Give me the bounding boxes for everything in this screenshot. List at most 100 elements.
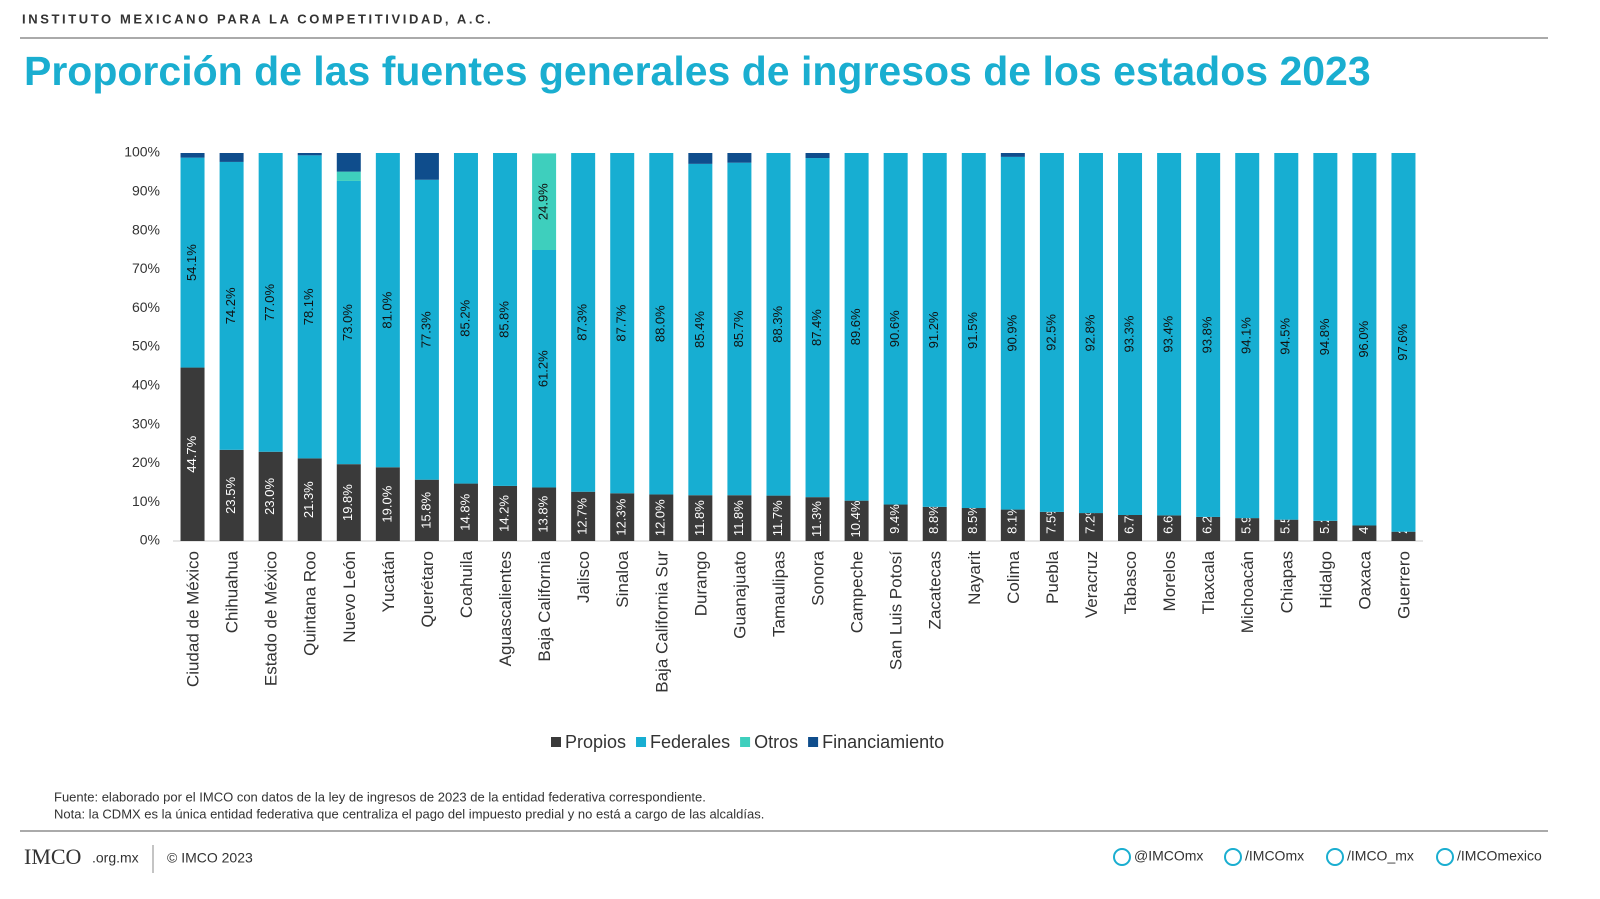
y-tick-label: 100% <box>124 144 160 160</box>
x-tick-label: Baja California Sur <box>652 551 671 693</box>
value-label: 87.7% <box>614 304 629 341</box>
bar-segment <box>532 487 557 541</box>
legend-swatch <box>740 737 751 747</box>
bar-segment <box>375 153 400 468</box>
bar-segment <box>414 153 439 180</box>
value-label: 87.3% <box>575 303 590 340</box>
x-tick-label: Sinaloa <box>613 550 632 607</box>
legend: Propios Federales Otros Financiamiento <box>551 732 944 752</box>
bar-segment <box>1000 153 1025 157</box>
value-label: 89.6% <box>848 308 863 345</box>
value-label: 85.2% <box>457 299 472 336</box>
y-tick-label: 50% <box>132 338 160 354</box>
x-tick-label: Morelos <box>1160 551 1179 611</box>
bar-segment <box>1078 153 1103 514</box>
legend-label: Federales <box>650 732 730 752</box>
value-label: 88.0% <box>653 305 668 342</box>
note: Nota: la CDMX es la única entidad federa… <box>54 806 764 821</box>
value-label: 94.1% <box>1239 317 1254 354</box>
instagram-icon <box>1326 848 1344 866</box>
bar-segment <box>766 495 791 541</box>
bar-segment <box>1157 515 1182 541</box>
legend-label: Otros <box>754 732 798 752</box>
x-tick-label: Jalisco <box>574 551 593 603</box>
bar-segment <box>453 483 478 541</box>
social-handle[interactable]: /IMCOmexico <box>1457 848 1542 864</box>
value-label: 77.0% <box>262 284 277 321</box>
x-tick-label: Colima <box>1004 550 1023 603</box>
bar-segment <box>336 171 361 181</box>
value-label: 85.8% <box>496 301 511 338</box>
bar-segment <box>688 163 713 496</box>
bar-segment <box>688 495 713 541</box>
x-tick-label: Tabasco <box>1121 551 1140 614</box>
x-tick-label: Quintana Roo <box>301 551 320 656</box>
x-tick-label: Tlaxcala <box>1199 550 1218 614</box>
bar-segment <box>336 180 361 465</box>
x-tick-label: Nuevo León <box>340 551 359 643</box>
value-label: 90.9% <box>1004 314 1019 351</box>
value-label: 44.7% <box>184 435 199 472</box>
value-label: 11.3% <box>809 501 824 537</box>
bar-segment <box>610 153 635 494</box>
value-label: 94.8% <box>1317 318 1332 355</box>
bar-segment <box>219 161 244 450</box>
bar-segment <box>1118 515 1143 541</box>
social-handle[interactable]: /IMCO_mx <box>1347 848 1414 864</box>
bar-segment <box>1313 520 1338 541</box>
x-tick-label: Tamaulipas <box>769 551 788 637</box>
bar-segment <box>727 153 752 163</box>
bar-segment <box>493 485 518 541</box>
bar-segment <box>1274 519 1299 541</box>
bar-segment <box>1196 153 1221 517</box>
social-handle[interactable]: @IMCOmx <box>1134 848 1203 864</box>
y-tick-label: 60% <box>132 299 160 315</box>
value-label: 93.8% <box>1200 316 1215 353</box>
bar-segment <box>1274 153 1299 520</box>
value-label: 81.0% <box>379 291 394 328</box>
legend-swatch <box>551 737 561 747</box>
bar-segment <box>1352 525 1377 541</box>
x-tick-label: San Luis Potosí <box>887 551 906 670</box>
bar-segment <box>571 491 596 541</box>
bar-segment <box>297 458 322 541</box>
bar-segment <box>961 153 986 509</box>
x-tick-label: Ciudad de México <box>184 551 203 687</box>
bar-segment <box>805 153 830 159</box>
value-label: 10.4% <box>848 500 863 537</box>
bar-segment <box>258 153 283 452</box>
x-tick-label: Hidalgo <box>1316 551 1335 609</box>
bar-segment <box>883 153 908 505</box>
value-label: 97.6% <box>1395 323 1410 360</box>
bar-segment <box>1039 153 1064 512</box>
value-label: 9.4% <box>887 504 902 534</box>
value-label: 85.4% <box>692 311 707 348</box>
bar-segment <box>1235 518 1260 541</box>
value-label: 87.4% <box>809 309 824 346</box>
chart-title: Proporción de las fuentes generales de i… <box>24 48 1371 94</box>
bar-segment <box>1000 509 1025 541</box>
bar-segment <box>414 479 439 541</box>
bar-segment <box>1039 511 1064 541</box>
bar-segment <box>727 162 752 496</box>
value-label: 96.0% <box>1356 320 1371 357</box>
value-label: 12.7% <box>575 497 590 534</box>
bar-segment <box>610 493 635 541</box>
bar-segment <box>532 250 557 488</box>
value-label: 92.5% <box>1043 314 1058 351</box>
footer-domain: .org.mx <box>92 850 139 866</box>
bar-segment <box>1196 516 1221 541</box>
x-tick-label: Guerrero <box>1394 551 1413 619</box>
x-tick-label: Sonora <box>809 550 828 605</box>
legend-swatch <box>636 737 647 747</box>
bar-segment <box>727 495 752 541</box>
value-label: 77.3% <box>418 311 433 348</box>
value-label: 92.8% <box>1082 314 1097 351</box>
legend-label: Propios <box>565 732 626 752</box>
value-label: 74.2% <box>223 287 238 324</box>
bar-segment <box>844 153 869 501</box>
y-tick-label: 20% <box>132 454 160 470</box>
bar-segment <box>1235 153 1260 519</box>
social-handle[interactable]: /IMCOmx <box>1245 848 1304 864</box>
